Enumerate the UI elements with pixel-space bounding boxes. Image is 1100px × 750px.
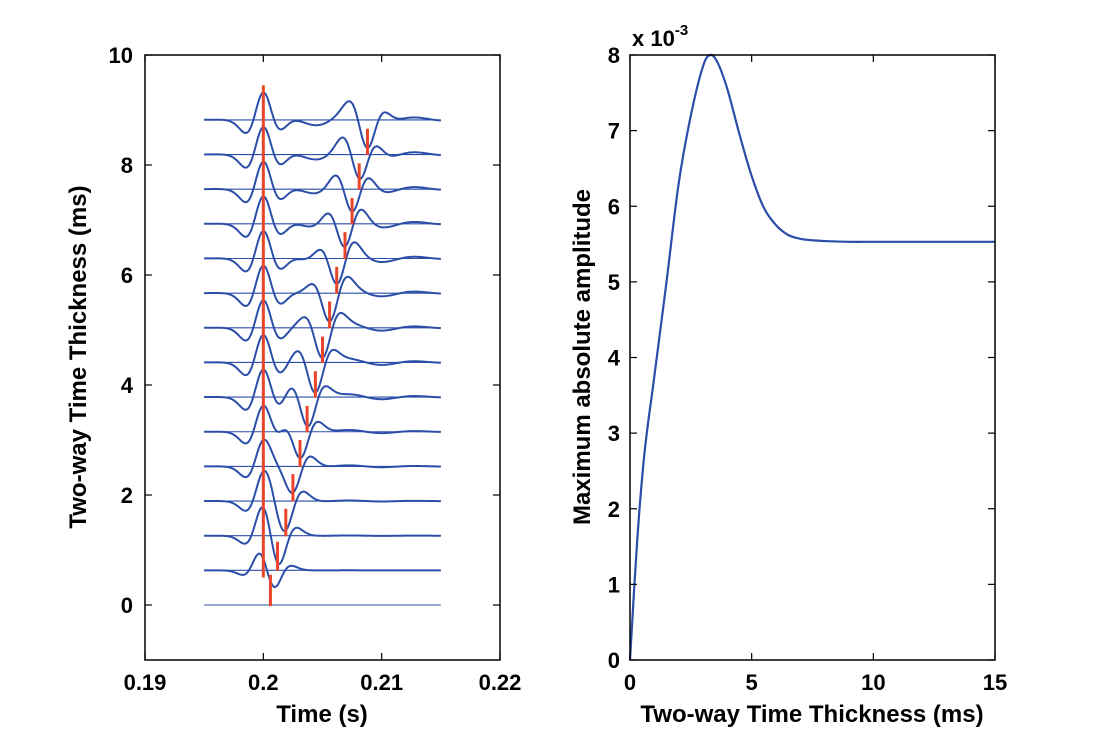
left-x-axis-label: Time (s) (276, 701, 368, 728)
right-x-tick-label: 0 (624, 670, 636, 695)
left-chart: 0.19 0.2 0.21 0.22 0 2 4 6 8 10 Time (s) Two-way… (65, 43, 521, 728)
seismic-trace (204, 264, 441, 323)
seismic-trace (204, 438, 441, 494)
seismic-trace (204, 195, 441, 248)
seismic-trace (204, 160, 441, 213)
seismic-trace (204, 506, 441, 565)
left-ticks (144, 54, 501, 660)
left-x-tick-label: 0.22 (479, 670, 522, 695)
right-y-tick-label: 1 (608, 572, 620, 597)
right-y-tick-label: 6 (608, 194, 620, 219)
left-y-tick-label: 10 (109, 43, 133, 68)
right-xtick-labels: 0 5 10 15 (624, 670, 1007, 695)
right-x-axis-label: Two-way Time Thickness (ms) (640, 701, 983, 728)
seismic-trace (204, 552, 441, 589)
right-y-tick-label: 0 (608, 648, 620, 673)
right-x-tick-label: 15 (983, 670, 1007, 695)
right-x-tick-label: 10 (861, 670, 885, 695)
left-y-tick-label: 6 (121, 263, 133, 288)
right-ticks (629, 54, 996, 661)
left-plot-frame (144, 54, 501, 661)
left-x-tick-label: 0.19 (124, 670, 167, 695)
left-x-tick-label: 0.21 (360, 670, 403, 695)
seismic-trace (204, 229, 441, 285)
right-y-tick-label: 2 (608, 497, 620, 522)
seismic-trace (204, 333, 441, 394)
left-ytick-labels: 0 2 4 6 8 10 (109, 43, 134, 618)
right-y-axis-label: Maximum absolute amplitude (569, 189, 596, 525)
left-y-axis-label: Two-way Time Thickness (ms) (65, 185, 92, 528)
left-y-tick-label: 0 (121, 593, 133, 618)
left-y-tick-label: 2 (121, 483, 133, 508)
seismic-trace (204, 404, 441, 460)
seismic-trace (204, 126, 441, 180)
left-y-tick-label: 4 (121, 373, 134, 398)
right-y-tick-label: 7 (608, 119, 620, 144)
right-y-multiplier-exponent: -3 (675, 22, 688, 39)
seismic-trace (204, 91, 441, 149)
right-y-tick-label: 3 (608, 421, 620, 446)
right-y-tick-label: 5 (608, 270, 620, 295)
right-chart: 0 5 10 15 0 1 2 3 4 5 6 7 8 x 10-3 Two-way Time Thi… (569, 22, 1007, 728)
left-x-tick-label: 0.2 (248, 670, 279, 695)
seismic-trace (204, 368, 441, 428)
right-y-tick-label: 4 (608, 346, 621, 371)
left-y-tick-label: 8 (121, 153, 133, 178)
right-x-tick-label: 5 (746, 670, 758, 695)
right-y-multiplier: x 10-3 (632, 22, 688, 51)
right-y-tick-label: 8 (608, 43, 620, 68)
left-markers (261, 85, 369, 607)
right-ytick-labels: 0 1 2 3 4 5 6 7 8 (608, 43, 621, 673)
right-series-line (628, 53, 995, 661)
right-y-multiplier-base: x 10 (632, 26, 675, 51)
left-xtick-labels: 0.19 0.2 0.21 0.22 (124, 670, 522, 695)
seismic-trace (204, 469, 441, 533)
